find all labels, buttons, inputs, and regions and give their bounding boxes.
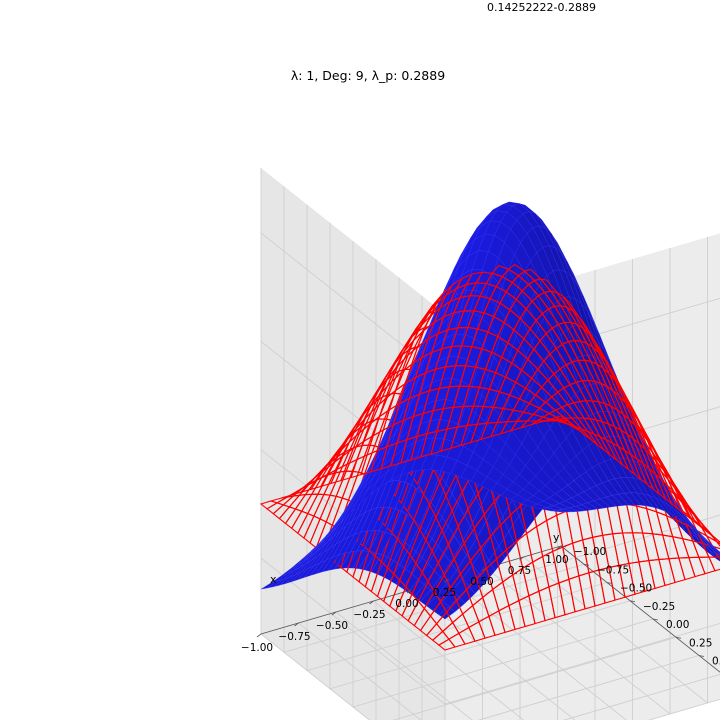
y-tick-label: −0.25 (643, 601, 675, 613)
x-tick-mark (256, 633, 262, 638)
x-tick-mark (331, 611, 337, 616)
y-tick-mark (652, 618, 659, 621)
x-tick-mark (369, 600, 374, 605)
y-tick-mark (675, 636, 682, 639)
x-axis-label: x (270, 573, 277, 586)
x-tick-label: 0.75 (508, 565, 531, 577)
grid-line-y (306, 204, 608, 672)
grid-line-z (260, 557, 720, 705)
axis-ticks: −1.00−0.75−0.50−0.250.000.250.500.751.00… (241, 545, 720, 668)
y-tick-label: 0.25 (689, 637, 712, 649)
y-tick-label: −0.50 (620, 583, 652, 595)
y-tick-mark (583, 563, 590, 566)
chart-title: λ: 1, Deg: 9, λ_p: 0.2889 (291, 68, 445, 83)
x-tick-label: −0.50 (316, 620, 348, 632)
grid-line-y (329, 222, 631, 690)
corner-text: 0.14252222-0.2889 (487, 1, 596, 14)
x-tick-mark (481, 567, 487, 572)
y-tick-mark (606, 582, 613, 584)
x-tick-mark (294, 622, 299, 627)
blue-surface-cell (550, 510, 568, 513)
y-tick-label: −1.00 (574, 546, 606, 558)
y-tick-mark (629, 600, 636, 603)
x-tick-mark (406, 589, 412, 594)
surface-plot (259, 201, 720, 651)
x-tick-label: −0.25 (353, 609, 385, 621)
x-tick-mark (444, 578, 449, 583)
x-tick-label: −0.75 (278, 631, 310, 643)
x-tick-label: 0.00 (395, 598, 418, 610)
grid-line-y (352, 241, 654, 708)
y-tick-mark (560, 545, 567, 548)
grid-line-y (375, 259, 677, 720)
y-tick-mark (698, 655, 705, 657)
x-tick-label: 0.50 (470, 576, 493, 588)
grid-line-y (283, 186, 585, 653)
x-tick-label: −1.00 (241, 642, 273, 654)
y-axis-label: y (553, 531, 560, 544)
y-tick-label: −0.75 (597, 564, 629, 576)
red-wireframe-cell (549, 415, 569, 422)
y-tick-label: 0.50 (712, 656, 720, 668)
blue-surface-cell (716, 550, 720, 555)
y-tick-label: 0.00 (666, 619, 689, 631)
x-tick-mark (519, 556, 524, 561)
x-tick-label: 0.25 (433, 587, 456, 599)
x-tick-label: 1.00 (545, 554, 568, 566)
x-tick-mark (556, 545, 562, 550)
